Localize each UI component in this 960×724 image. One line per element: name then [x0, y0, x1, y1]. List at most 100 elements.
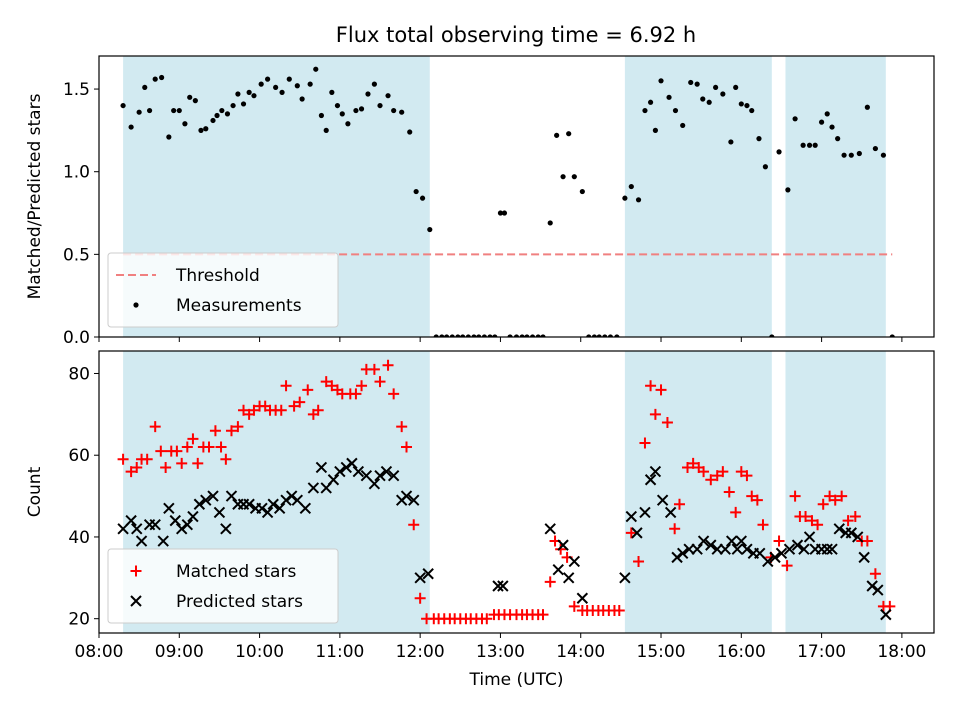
measurement-point	[733, 84, 739, 91]
legend-predicted-swatch	[130, 595, 142, 607]
measurement-point	[835, 136, 841, 142]
predicted-stars-point	[719, 543, 731, 555]
predicted-stars-point	[285, 490, 298, 502]
measurement-point	[602, 334, 608, 337]
predicted-stars-point	[791, 539, 804, 551]
matched-stars-point	[723, 486, 735, 498]
matched-stars-point	[812, 519, 824, 531]
measurement-point	[230, 102, 236, 109]
predicted-stars-point	[267, 498, 279, 510]
predicted-stars-point	[352, 465, 365, 478]
y-tick-label: 0.5	[63, 245, 90, 265]
predicted-stars-point	[676, 547, 689, 560]
measurement-point	[492, 334, 498, 337]
matched-stars-point	[209, 425, 221, 437]
matched-stars-point	[613, 605, 625, 617]
measurement-point	[391, 107, 397, 114]
measurement-point	[294, 83, 300, 89]
measurement-point	[756, 136, 762, 142]
measurement-point	[524, 334, 530, 337]
y-axis-label: Matched/Predicted stars	[25, 93, 45, 299]
predicted-stars-point	[213, 506, 226, 519]
measurement-point	[818, 119, 825, 125]
matched-stars-point	[730, 506, 742, 518]
predicted-stars-point	[299, 502, 312, 515]
predicted-stars-point	[256, 502, 268, 515]
measurement-point	[198, 127, 204, 133]
matched-stars-point	[149, 421, 161, 433]
matched-stars-point	[280, 380, 292, 392]
measurement-point	[607, 334, 614, 337]
predicted-stars-point	[243, 498, 255, 510]
measurement-point	[713, 84, 719, 91]
observing-window-band	[624, 351, 772, 633]
measurement-point	[694, 81, 700, 87]
predicted-stars-point	[200, 494, 212, 506]
y-tick-label: 1.0	[63, 163, 90, 183]
measurement-point	[152, 76, 158, 82]
predicted-stars-point	[557, 539, 569, 551]
x-tick-label: 09:00	[155, 642, 204, 662]
matched-stars-point	[181, 441, 193, 453]
measurement-point	[824, 111, 830, 117]
predicted-stars-point	[619, 572, 631, 584]
matched-stars-point	[711, 470, 723, 482]
measurement-point	[279, 89, 285, 95]
measurement-point	[219, 107, 225, 114]
measurement-point	[171, 107, 177, 114]
matched-stars-point	[388, 388, 400, 400]
matched-stars-point	[288, 400, 300, 412]
measurement-point	[299, 96, 305, 102]
matched-stars-point	[176, 457, 188, 469]
measurement-point	[460, 334, 466, 337]
measurement-point	[628, 183, 634, 190]
matched-stars-point	[746, 490, 758, 502]
measurement-point	[481, 334, 487, 337]
predicted-stars-point	[798, 543, 810, 555]
matched-stars-point	[682, 461, 694, 473]
measurement-point	[353, 107, 359, 114]
predicted-stars-point	[639, 506, 651, 519]
measurement-point	[120, 102, 126, 109]
matched-stars-point	[625, 527, 637, 539]
predicted-stars-point	[346, 457, 358, 470]
predicted-stars-point	[157, 535, 169, 547]
measurement-point	[176, 107, 182, 114]
measurement-point	[128, 124, 134, 130]
measurement-point	[433, 334, 439, 337]
predicted-stars-point	[400, 490, 413, 502]
matched-stars-point	[155, 445, 167, 457]
predicted-stars-point	[414, 572, 426, 584]
measurement-point	[339, 111, 345, 117]
matched-stars-point	[220, 453, 232, 465]
measurement-point	[444, 334, 450, 337]
predicted-stars-point	[741, 543, 753, 555]
x-tick-label: 16:00	[717, 642, 766, 662]
measurement-point	[535, 334, 541, 337]
measurement-point	[513, 334, 520, 337]
measurement-point	[476, 334, 482, 337]
predicted-stars-point	[803, 531, 816, 543]
predicted-stars-point	[387, 469, 400, 482]
predicted-stars-point	[315, 461, 328, 474]
matched-stars-point	[368, 363, 380, 375]
matched-stars-point	[356, 380, 368, 392]
matched-stars-point	[117, 453, 129, 465]
observing-window-band	[624, 56, 772, 337]
measurement-point	[635, 197, 642, 203]
predicted-stars-point	[562, 572, 575, 584]
measurement-point	[497, 210, 504, 216]
measurement-point	[251, 93, 257, 99]
matched-stars-point	[382, 359, 394, 371]
predicted-stars-point	[880, 608, 892, 621]
measurement-point	[519, 334, 525, 337]
measurement-point	[265, 76, 271, 82]
measurement-point	[323, 127, 329, 133]
measurement-point	[501, 210, 508, 216]
measurement-point	[455, 334, 461, 337]
matched-stars-point	[842, 515, 854, 527]
matched-stars-point	[131, 461, 143, 473]
measurement-point	[358, 106, 365, 112]
legend: Threshold Measurements	[107, 252, 339, 328]
measurement-point	[235, 91, 241, 97]
